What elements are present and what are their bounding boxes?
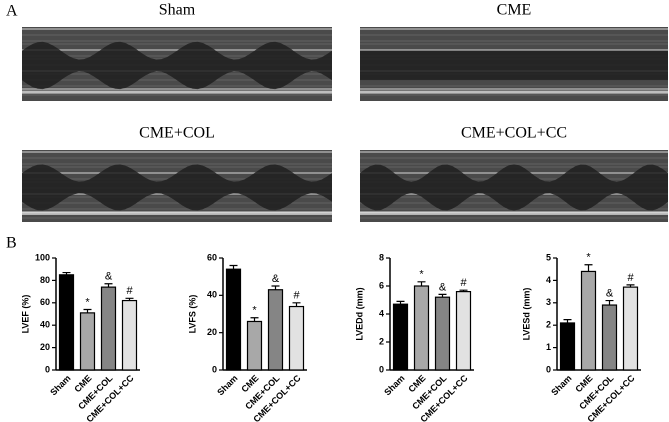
- error-bar: [396, 300, 405, 305]
- error-bar: [271, 285, 280, 290]
- bar: [580, 270, 597, 371]
- significance-marker: &: [606, 287, 614, 299]
- error-bar: [83, 308, 92, 313]
- bar: [622, 286, 639, 371]
- y-tick-label: 100: [35, 252, 50, 262]
- y-tick-label: 0: [546, 364, 551, 374]
- x-tick-label: Sham: [549, 373, 573, 397]
- x-tick-label: Sham: [215, 373, 239, 397]
- error-bar: [229, 264, 238, 270]
- y-tick-label: 40: [40, 320, 50, 330]
- echo-bright-band: [22, 211, 332, 215]
- significance-marker: &: [272, 273, 280, 285]
- bar: [413, 285, 430, 371]
- y-axis-label: LVEF (%): [20, 295, 30, 334]
- panel-label: B: [6, 235, 17, 252]
- y-tick-label: 2: [546, 320, 551, 330]
- bar: [121, 299, 138, 371]
- error-bar: [459, 289, 468, 292]
- echo-image: [22, 150, 332, 222]
- y-tick-label: 3: [546, 297, 551, 307]
- image-title: CME+COL+CC: [461, 125, 567, 142]
- significance-marker: #: [126, 285, 133, 297]
- x-tick-label: Sham: [382, 373, 406, 397]
- significance-marker: *: [252, 305, 257, 317]
- y-tick-label: 60: [207, 252, 217, 262]
- y-tick-label: 5: [546, 252, 551, 262]
- echo-cavity: [360, 50, 668, 81]
- y-tick-label: 4: [379, 308, 384, 318]
- error-bar: [417, 281, 426, 286]
- echo-bright-band: [360, 211, 668, 215]
- y-tick-label: 40: [207, 290, 217, 300]
- error-bar: [605, 299, 614, 306]
- significance-marker: *: [586, 252, 591, 264]
- bar: [225, 268, 242, 371]
- error-bar: [626, 284, 635, 288]
- bar: [246, 320, 263, 371]
- error-bar: [563, 319, 572, 323]
- bar: [100, 286, 117, 371]
- y-tick-label: 80: [40, 275, 50, 285]
- bar: [559, 322, 576, 371]
- panel-label: A: [6, 3, 18, 20]
- significance-marker: *: [85, 296, 90, 308]
- echo-image: [22, 27, 332, 101]
- y-axis-label: LVEDd (mm): [354, 287, 364, 340]
- bar: [601, 304, 618, 371]
- significance-marker: *: [419, 269, 424, 281]
- bar: [267, 289, 284, 371]
- x-tick-label: Sham: [48, 373, 72, 397]
- y-tick-label: 20: [40, 342, 50, 352]
- error-bar: [438, 293, 447, 298]
- error-bar: [62, 271, 71, 275]
- error-bar: [250, 317, 259, 322]
- echo-cavity: [22, 164, 332, 211]
- significance-marker: &: [105, 271, 113, 283]
- error-bar: [125, 297, 134, 301]
- significance-marker: &: [439, 281, 447, 293]
- echo-cavity: [22, 41, 332, 90]
- bar: [455, 291, 472, 371]
- bar: [79, 312, 96, 371]
- bar: [392, 303, 409, 371]
- significance-marker: #: [627, 272, 634, 284]
- y-axis-label: LVFS (%): [187, 295, 197, 334]
- echo-image: [360, 27, 668, 101]
- y-tick-label: 8: [379, 252, 384, 262]
- image-title: CME+COL: [139, 125, 215, 142]
- error-bar: [584, 264, 593, 272]
- y-tick-label: 6: [379, 280, 384, 290]
- image-title: CME: [497, 2, 532, 19]
- echo-cavity: [360, 164, 668, 211]
- y-tick-label: 20: [207, 327, 217, 337]
- y-tick-label: 60: [40, 297, 50, 307]
- y-tick-label: 0: [212, 364, 217, 374]
- bar: [58, 274, 75, 371]
- error-bar: [292, 302, 301, 307]
- error-bar: [104, 283, 113, 288]
- image-title: Sham: [159, 2, 196, 19]
- y-tick-label: 0: [379, 364, 384, 374]
- y-tick-label: 0: [45, 364, 50, 374]
- y-tick-label: 4: [546, 275, 551, 285]
- echo-bright-band: [22, 90, 332, 94]
- y-tick-label: 2: [379, 336, 384, 346]
- echo-bright-band: [360, 90, 668, 94]
- y-tick-label: 1: [546, 342, 551, 352]
- echo-image: [360, 150, 668, 222]
- significance-marker: #: [293, 290, 300, 302]
- bar: [434, 296, 451, 371]
- y-axis-label: LVESd (mm): [521, 288, 531, 341]
- significance-marker: #: [460, 277, 467, 289]
- bar: [288, 305, 305, 371]
